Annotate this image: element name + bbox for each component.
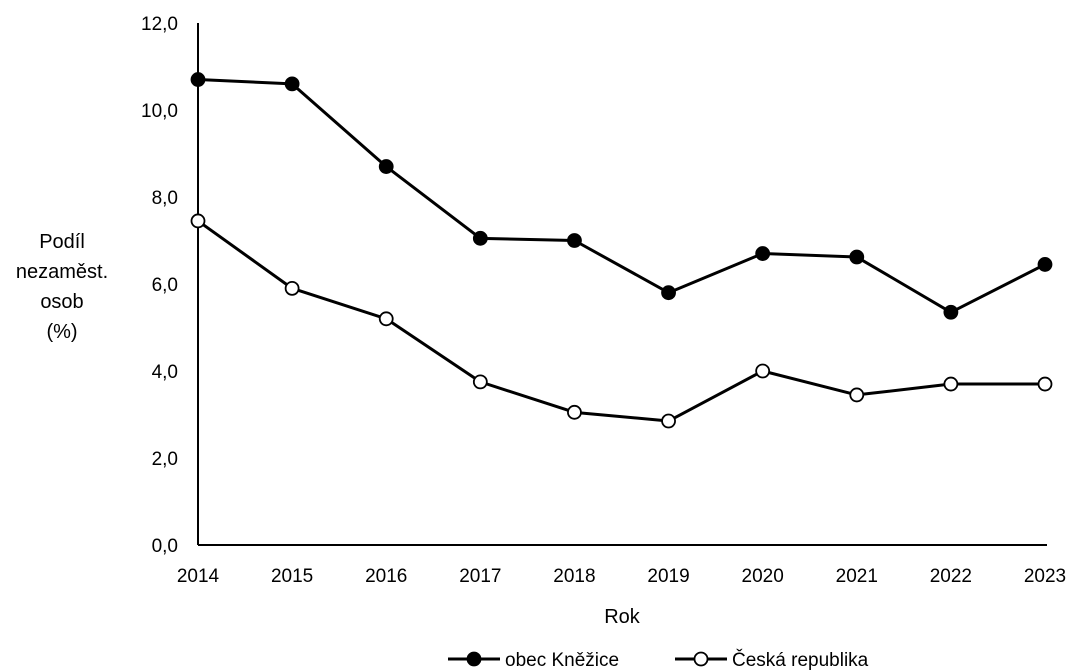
y-axis-title-line-3: osob [40,291,83,313]
x-tick-label: 2023 [1024,566,1066,587]
x-tick-label: 2019 [647,566,689,587]
data-point-open [1037,376,1053,392]
y-axis-title-line-2: nezaměst. [16,261,108,283]
legend: obec Kněžice Česká republika [448,649,869,670]
y-axis-title-line-1: Podíl [39,231,85,253]
y-tick-label: 2,0 [152,449,178,470]
x-tick-label: 2015 [271,566,313,587]
legend-marker [466,651,482,667]
data-point-open [378,311,394,327]
y-axis-title-line-4: (%) [46,321,77,343]
legend-marker [693,651,709,667]
series-line [197,78,1046,314]
data-point-open [755,363,771,379]
legend-item: Česká republika [675,649,869,670]
data-point-filled [1037,257,1053,272]
data-point-open [190,213,206,229]
data-point-filled [661,285,676,301]
y-tick-label: 12,0 [141,14,178,35]
data-point-filled [472,230,488,246]
legend-label: Česká republika [732,649,869,670]
x-tick-label: 2014 [177,566,220,587]
data-point-filled [755,246,771,261]
y-tick-label: 6,0 [152,275,178,296]
x-tick-label: 2022 [930,566,972,587]
data-point-filled [567,233,582,248]
x-tick-label: 2021 [836,566,878,587]
x-tick-label: 2020 [742,566,784,587]
data-point-filled [284,76,300,92]
x-tick-labels: 2014 2015 2016 2017 2018 2019 2020 2021 2022 2023 [177,566,1066,587]
series-line [197,219,1045,423]
y-tick-labels: 0,0 2,0 4,0 6,0 8,0 10,0 12,0 [141,14,178,557]
legend-label: obec Kněžice [505,650,619,670]
y-axis-title: Podíl nezaměst. osob (%) [16,231,108,343]
series-layer [190,72,1053,429]
y-tick-label: 0,0 [152,536,178,557]
y-tick-label: 10,0 [141,101,178,122]
data-point-open [567,404,582,420]
data-point-filled [190,72,206,87]
x-axis-title: Rok [604,606,641,628]
x-tick-label: 2017 [459,566,501,587]
data-point-open [472,374,488,390]
data-point-filled [378,159,394,174]
y-tick-label: 4,0 [152,362,178,383]
x-tick-label: 2018 [553,566,595,587]
y-tick-label: 8,0 [152,188,178,209]
data-point-filled [849,249,865,265]
x-tick-label: 2016 [365,566,407,587]
legend-item: obec Kněžice [448,650,619,670]
data-point-open [849,387,865,403]
series-1 [190,72,1053,320]
data-point-open [943,376,959,392]
data-point-open [661,413,676,429]
data-point-open [284,280,300,296]
series-2 [190,213,1053,429]
data-point-filled [943,304,959,320]
